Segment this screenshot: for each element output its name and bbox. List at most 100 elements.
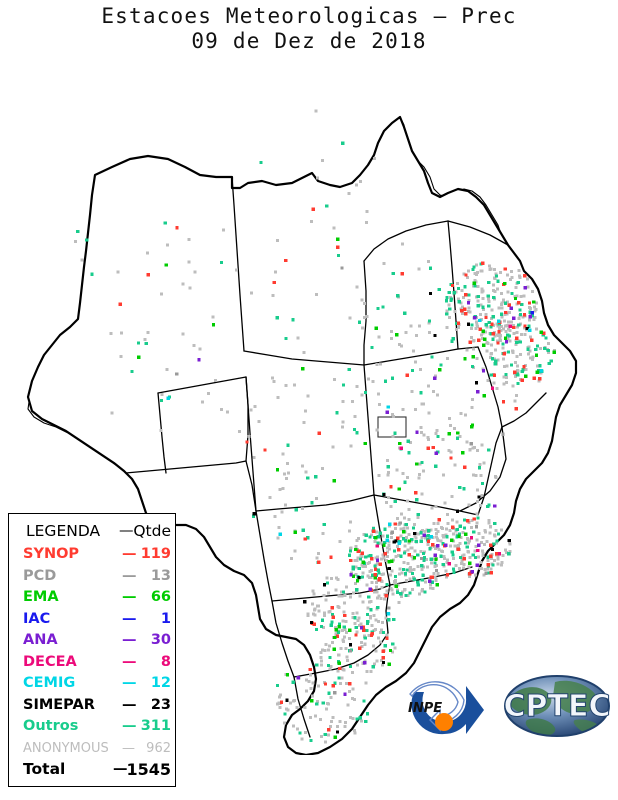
station-marker — [420, 567, 424, 571]
station-marker — [495, 333, 499, 337]
station-marker — [400, 242, 404, 246]
station-marker — [480, 541, 484, 545]
station-marker — [486, 555, 490, 559]
station-marker — [501, 432, 505, 436]
station-marker — [340, 676, 344, 680]
station-marker — [463, 307, 467, 311]
station-marker — [463, 541, 467, 545]
station-marker — [276, 536, 280, 540]
station-marker — [355, 285, 359, 289]
station-marker — [345, 681, 349, 685]
station-marker — [387, 543, 391, 547]
station-marker — [490, 352, 494, 356]
station-marker — [493, 533, 496, 537]
station-marker — [422, 558, 426, 563]
station-marker — [484, 313, 488, 317]
station-marker — [520, 378, 525, 382]
station-marker — [451, 518, 455, 522]
station-marker — [534, 308, 538, 312]
station-marker — [323, 740, 327, 744]
station-marker — [377, 474, 381, 478]
station-marker — [407, 539, 411, 543]
station-marker — [385, 589, 389, 593]
station-marker — [543, 346, 547, 351]
station-marker — [494, 359, 498, 363]
brazil-station-map[interactable] — [0, 55, 618, 755]
station-marker — [285, 698, 289, 702]
station-marker — [353, 729, 357, 733]
station-marker — [300, 367, 305, 371]
station-marker — [539, 330, 544, 334]
legend-qty: 12 — [150, 675, 171, 691]
station-marker — [377, 335, 381, 339]
station-marker — [441, 473, 445, 477]
station-marker — [373, 567, 378, 571]
station-marker — [369, 615, 372, 619]
station-marker — [321, 158, 325, 162]
station-marker — [332, 226, 336, 230]
station-marker — [514, 343, 518, 347]
station-marker — [481, 368, 486, 373]
station-marker — [349, 595, 353, 599]
station-marker — [474, 272, 478, 276]
station-marker — [526, 277, 530, 281]
station-marker — [406, 594, 410, 598]
station-marker — [500, 306, 504, 310]
station-marker — [489, 317, 493, 321]
station-marker — [431, 445, 436, 450]
station-marker — [529, 356, 533, 360]
station-marker — [493, 334, 497, 338]
station-marker — [272, 380, 276, 384]
station-marker — [455, 327, 459, 331]
legend-box[interactable]: LEGENDA — Qtde SYNOP —119 PCD —13 EMA —66 IAC —… — [8, 513, 176, 787]
station-marker — [314, 109, 318, 113]
station-marker — [378, 362, 382, 366]
station-marker — [326, 728, 331, 732]
station-marker — [417, 473, 421, 477]
legend-label: IAC — [23, 610, 51, 627]
station-marker — [441, 562, 445, 566]
station-marker — [537, 377, 542, 381]
station-marker — [467, 565, 471, 569]
station-marker — [375, 590, 379, 594]
station-marker — [348, 316, 352, 320]
station-marker — [329, 725, 333, 729]
station-marker — [434, 451, 438, 455]
station-marker — [401, 537, 406, 541]
station-marker — [211, 322, 216, 327]
station-marker — [434, 528, 438, 532]
station-marker — [486, 571, 490, 575]
station-marker — [389, 484, 393, 489]
station-marker — [469, 535, 474, 540]
station-marker — [337, 661, 341, 666]
station-marker — [495, 539, 499, 543]
station-marker — [274, 270, 278, 274]
station-marker — [234, 268, 238, 272]
station-marker — [286, 443, 290, 447]
station-marker — [464, 273, 468, 277]
station-marker — [302, 351, 306, 354]
station-marker — [481, 329, 485, 333]
station-marker — [247, 434, 251, 438]
station-marker — [475, 521, 479, 525]
station-marker — [348, 628, 352, 632]
station-marker — [503, 312, 507, 316]
station-marker — [488, 264, 492, 268]
station-marker — [286, 708, 290, 712]
station-marker — [390, 588, 394, 592]
station-marker — [187, 260, 191, 264]
cptec-logo[interactable]: CPTEC — [503, 672, 611, 744]
station-marker — [116, 270, 120, 274]
station-marker — [422, 433, 426, 437]
station-marker — [458, 555, 463, 559]
inpe-logo[interactable]: INPE — [396, 672, 492, 748]
station-marker — [489, 325, 493, 329]
station-marker — [469, 336, 473, 340]
station-marker — [437, 288, 441, 292]
station-marker — [500, 561, 504, 565]
station-marker — [406, 476, 410, 480]
station-marker — [413, 490, 418, 495]
station-marker — [472, 530, 476, 534]
station-marker — [363, 565, 367, 569]
station-marker — [500, 315, 504, 319]
